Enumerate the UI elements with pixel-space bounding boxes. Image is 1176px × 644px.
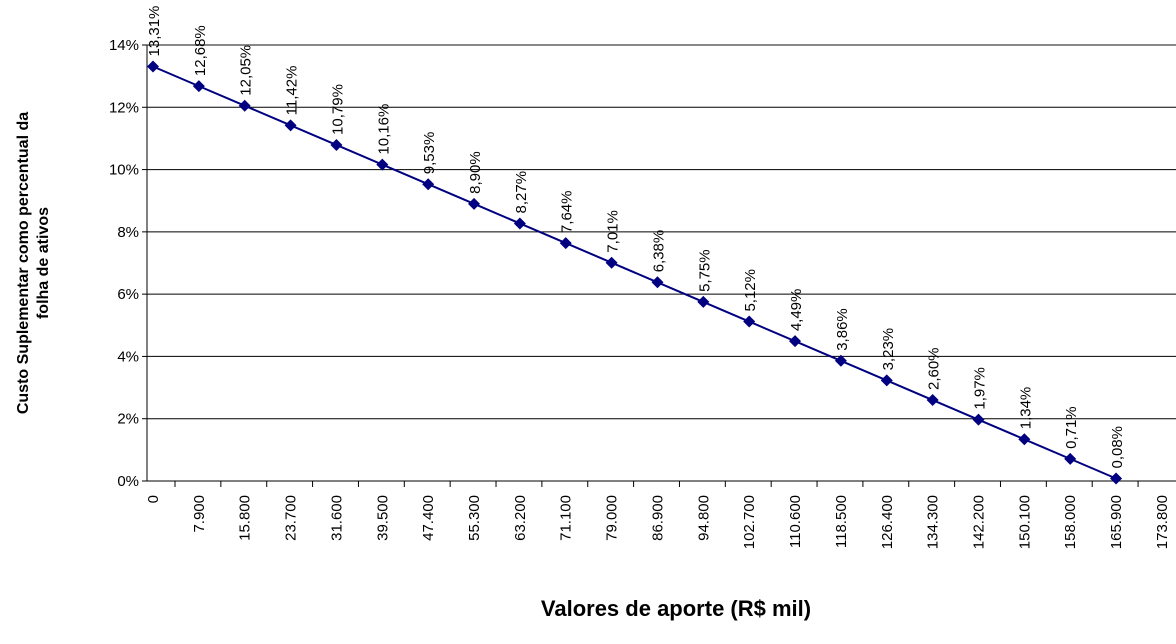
x-tick-label: 0 <box>145 495 162 503</box>
data-label: 2,60% <box>926 347 943 390</box>
data-label: 10,16% <box>375 104 392 155</box>
data-point <box>192 80 205 93</box>
data-point <box>605 256 618 269</box>
data-label: 6,38% <box>650 230 667 273</box>
data-point <box>330 138 343 151</box>
y-tick-label: 0% <box>117 473 139 490</box>
y-axis-title: folha de ativos <box>35 207 52 319</box>
data-point <box>972 413 985 426</box>
y-tick-label: 2% <box>117 411 139 428</box>
y-tick-label: 10% <box>109 162 139 179</box>
x-tick-label: 31.600 <box>328 495 345 541</box>
data-point <box>147 60 159 73</box>
x-tick-label: 63.200 <box>512 495 529 541</box>
data-point <box>880 374 893 387</box>
data-label: 10,79% <box>329 84 346 135</box>
y-tick-label: 14% <box>109 37 139 54</box>
data-label: 3,23% <box>880 328 897 371</box>
x-tick-label: 23.700 <box>283 495 300 541</box>
data-label: 9,53% <box>421 132 438 175</box>
data-label: 13,31% <box>146 6 163 57</box>
y-tick-label: 4% <box>117 348 139 365</box>
data-label: 0,71% <box>1063 406 1080 449</box>
x-tick-label: 118.500 <box>833 495 850 548</box>
data-point <box>238 99 251 112</box>
x-tick-label: 47.400 <box>420 495 437 541</box>
data-point <box>468 197 481 210</box>
x-tick-label: 94.800 <box>695 495 712 541</box>
data-line <box>152 65 1117 480</box>
data-label: 11,42% <box>284 66 301 116</box>
data-label: 1,97% <box>971 367 988 410</box>
data-label: 8,27% <box>513 171 530 214</box>
data-label: 4,49% <box>788 289 805 332</box>
x-tick-label: 86.900 <box>649 495 666 541</box>
y-axis-title: Custo Suplementar como percentual da <box>15 112 32 414</box>
data-point <box>376 158 389 171</box>
data-point <box>559 237 572 250</box>
data-point <box>651 276 664 289</box>
x-tick-label: 126.400 <box>879 495 896 549</box>
x-tick-label: 7.900 <box>191 495 208 533</box>
data-point <box>1018 433 1031 446</box>
x-axis-title: Valores de aporte (R$ mil) <box>541 596 811 621</box>
x-tick-label: 134.300 <box>925 495 942 549</box>
x-tick-label: 102.700 <box>741 495 758 549</box>
data-point <box>422 178 435 191</box>
data-label: 7,01% <box>605 210 622 253</box>
data-label: 12,68% <box>192 25 209 76</box>
data-point <box>284 119 297 132</box>
data-label: 0,08% <box>1109 426 1126 469</box>
data-label: 3,86% <box>834 308 851 351</box>
x-tick-label: 158.000 <box>1062 495 1079 549</box>
data-label: 7,64% <box>559 191 576 234</box>
x-tick-label: 79.000 <box>604 495 621 541</box>
data-point <box>1064 452 1077 465</box>
x-tick-label: 15.800 <box>237 495 254 541</box>
data-point <box>834 354 847 367</box>
data-point <box>697 295 710 308</box>
x-tick-label: 150.100 <box>1016 495 1033 549</box>
data-point <box>1110 472 1123 485</box>
data-label: 1,34% <box>1017 387 1034 430</box>
x-tick-label: 165.900 <box>1108 495 1125 549</box>
data-point <box>789 335 802 348</box>
x-tick-label: 110.600 <box>787 495 804 548</box>
data-label: 12,05% <box>238 45 255 96</box>
x-tick-label: 142.200 <box>970 495 987 549</box>
data-label: 5,75% <box>696 249 713 292</box>
data-label: 8,90% <box>467 151 484 194</box>
data-point <box>743 315 756 328</box>
x-tick-label: 173.800 <box>1154 495 1171 549</box>
y-tick-label: 12% <box>109 99 139 116</box>
data-point <box>513 217 526 230</box>
y-tick-label: 8% <box>117 224 139 241</box>
data-label: 5,12% <box>742 269 759 312</box>
x-tick-label: 55.300 <box>466 495 483 541</box>
x-tick-label: 71.100 <box>558 495 575 541</box>
y-tick-label: 6% <box>117 286 139 303</box>
data-point <box>926 394 939 407</box>
x-tick-label: 39.500 <box>374 495 391 541</box>
